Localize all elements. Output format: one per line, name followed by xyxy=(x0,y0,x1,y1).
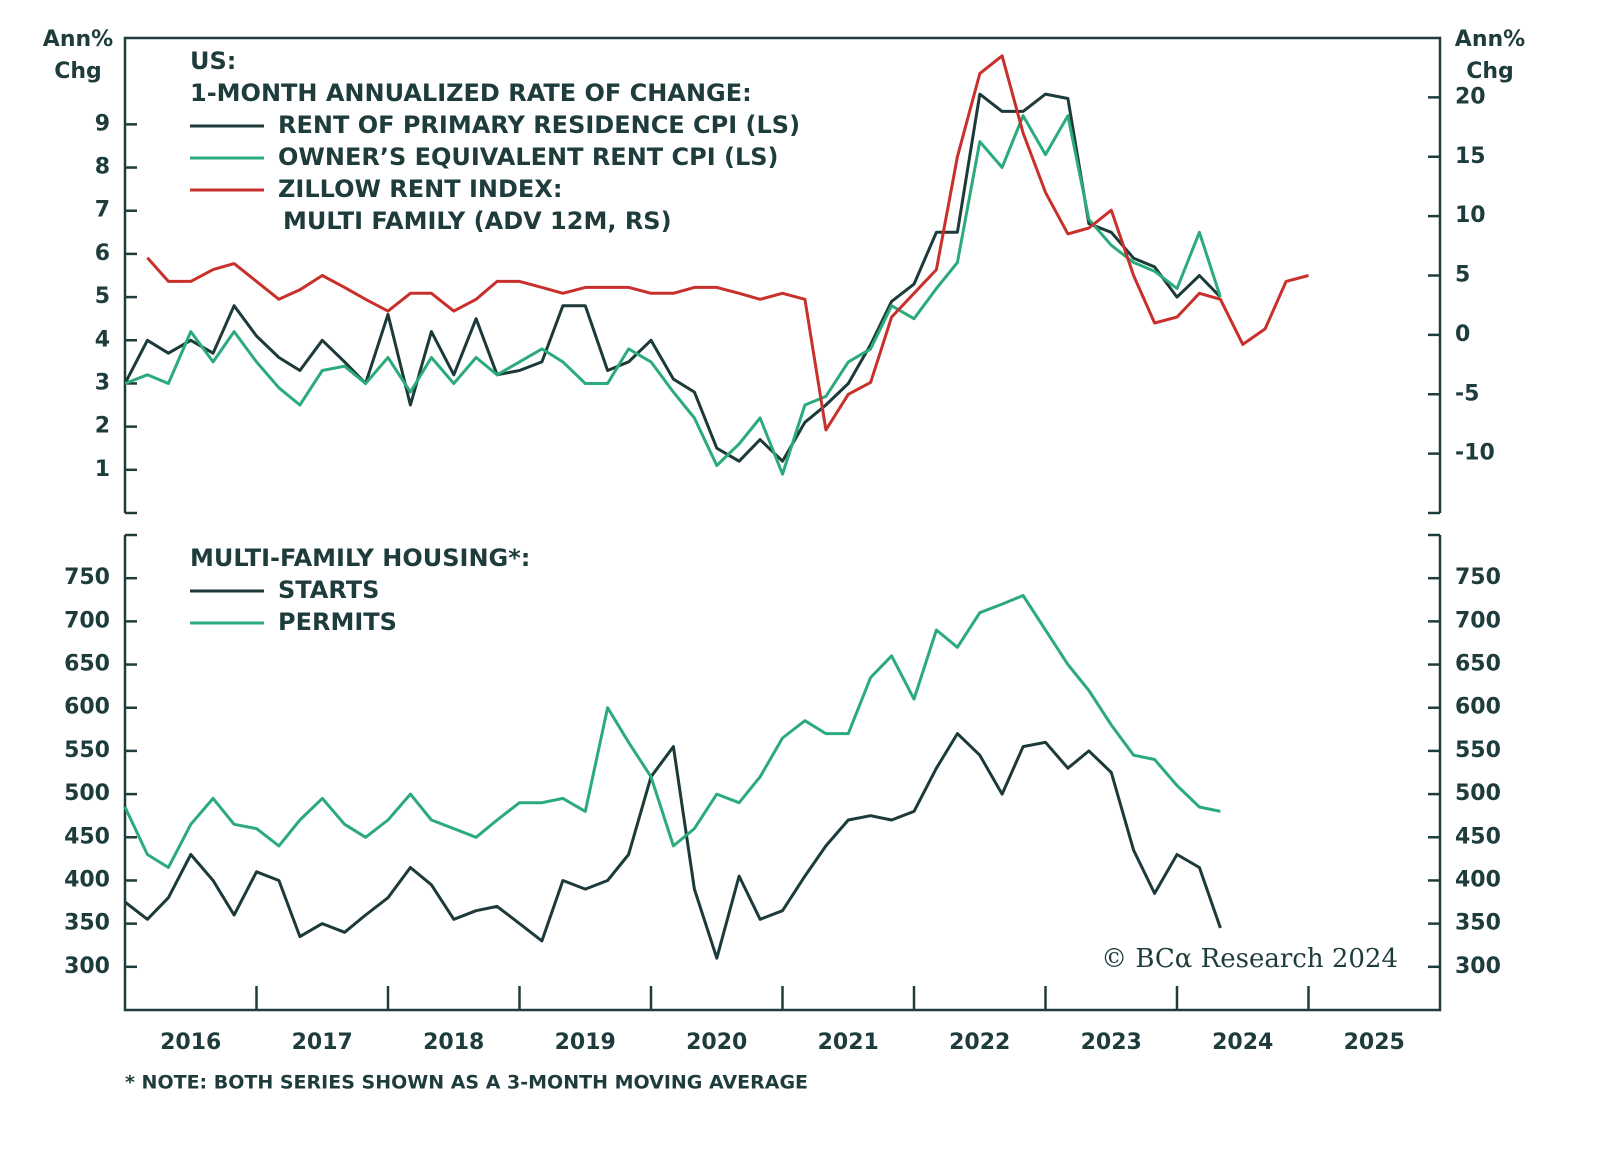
x-tick-label: 2020 xyxy=(686,1030,747,1055)
y-tick-label: 450 xyxy=(64,824,110,849)
y-tick-label: 750 xyxy=(64,565,110,590)
y2-tick-label: 5 xyxy=(1455,263,1470,288)
bottom-frame xyxy=(123,533,1442,1012)
y-tick-label: 9 xyxy=(95,111,110,136)
y2-axis-title: Ann% xyxy=(1455,27,1525,52)
y-tick-label-right: 650 xyxy=(1455,652,1501,677)
y-tick-label-right: 700 xyxy=(1455,608,1501,633)
legend-label: RENT OF PRIMARY RESIDENCE CPI (LS) xyxy=(278,111,800,139)
series-line xyxy=(123,594,1221,869)
x-tick-label: 2019 xyxy=(555,1030,616,1055)
series-line xyxy=(146,54,1309,432)
legend-label: OWNER’S EQUIVALENT RENT CPI (LS) xyxy=(278,143,779,171)
x-tick-label: 2021 xyxy=(818,1030,879,1055)
legend-label: PERMITS xyxy=(278,608,397,636)
y-tick-label: 1 xyxy=(95,457,110,482)
legend-label: STARTS xyxy=(278,576,379,604)
legend-title: US: xyxy=(190,47,236,75)
legend-title: 1-MONTH ANNUALIZED RATE OF CHANGE: xyxy=(190,79,752,107)
y-axis-title: Chg xyxy=(54,59,102,84)
y-tick-label: 8 xyxy=(95,155,110,180)
y2-tick-label: -5 xyxy=(1455,381,1479,406)
x-tick-label: 2016 xyxy=(160,1030,221,1055)
y-tick-label-right: 400 xyxy=(1455,867,1501,892)
y-tick-label: 6 xyxy=(95,241,110,266)
y-tick-label-right: 500 xyxy=(1455,781,1501,806)
y2-tick-label: 10 xyxy=(1455,203,1486,228)
y-tick-label: 400 xyxy=(64,867,110,892)
y2-tick-label: 20 xyxy=(1455,84,1486,109)
y-tick-label-right: 350 xyxy=(1455,911,1501,936)
y-tick-label-right: 300 xyxy=(1455,954,1501,979)
y-tick-label: 300 xyxy=(64,954,110,979)
y-tick-label: 3 xyxy=(95,370,110,395)
y2-tick-label: 0 xyxy=(1455,322,1470,347)
y-axis-title: Ann% xyxy=(43,27,113,52)
source: © BCα Research 2024 xyxy=(1101,944,1398,974)
y-tick-label: 550 xyxy=(64,738,110,763)
x-tick-label: 2018 xyxy=(423,1030,484,1055)
x-tick-label: 2022 xyxy=(949,1030,1010,1055)
legend-title: MULTI-FAMILY HOUSING*: xyxy=(190,544,530,572)
legend-label: ZILLOW RENT INDEX: xyxy=(278,175,562,203)
y-tick-label: 7 xyxy=(95,198,110,223)
y2-tick-label: -10 xyxy=(1455,441,1495,466)
y-tick-label-right: 550 xyxy=(1455,738,1501,763)
y-tick-label: 650 xyxy=(64,652,110,677)
y-tick-label: 600 xyxy=(64,695,110,720)
x-tick-label: 2017 xyxy=(292,1030,353,1055)
y-tick-label: 350 xyxy=(64,911,110,936)
y2-axis-title: Chg xyxy=(1466,59,1514,84)
series-line xyxy=(124,732,1222,960)
x-tick-label: 2024 xyxy=(1212,1030,1273,1055)
y-tick-label: 4 xyxy=(95,327,110,352)
x-tick-label: 2023 xyxy=(1081,1030,1142,1055)
y-tick-label-right: 450 xyxy=(1455,824,1501,849)
x-tick-label: 2025 xyxy=(1344,1030,1405,1055)
y2-tick-label: 15 xyxy=(1455,144,1486,169)
legend-label: MULTI FAMILY (ADV 12M, RS) xyxy=(283,207,672,235)
series-line xyxy=(123,92,1222,463)
y-tick-label: 2 xyxy=(95,414,110,439)
series-line xyxy=(124,114,1222,476)
footnote: * NOTE: BOTH SERIES SHOWN AS A 3-MONTH M… xyxy=(125,1072,808,1094)
y-tick-label: 5 xyxy=(95,284,110,309)
y-tick-label-right: 750 xyxy=(1455,565,1501,590)
y-tick-label-right: 600 xyxy=(1455,695,1501,720)
y-tick-label: 500 xyxy=(64,781,110,806)
y-tick-label: 700 xyxy=(64,608,110,633)
